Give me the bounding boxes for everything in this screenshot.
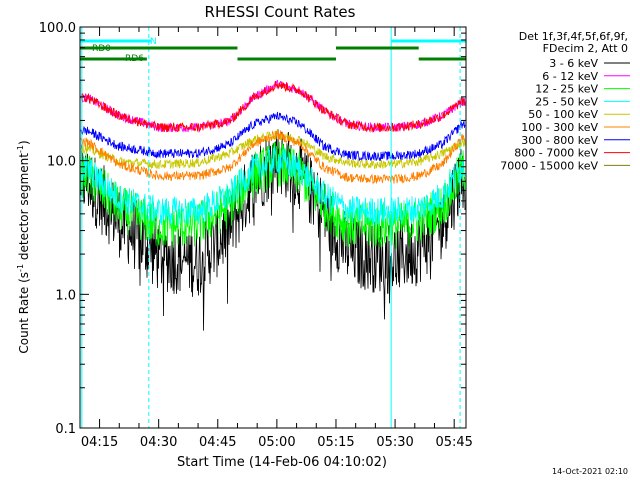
y-tick-label: 100.0 (39, 21, 76, 36)
legend: Det 1f,3f,4f,5f,6f,9f, FDecim 2, Att 0 3… (500, 30, 630, 172)
y-axis-label-exp1: -1 (16, 264, 25, 272)
axis-layer: 0.1 1.0 10.0 100.0 04:15 04:30 04:45 05:00 05:15… (39, 21, 473, 450)
x-tick-label: 04:30 (140, 435, 177, 450)
series-layer (80, 79, 466, 331)
legend-label: 50 - 100 keV (528, 108, 598, 121)
x-tick-label: 05:00 (258, 435, 295, 450)
y-axis-label-exp2: -1 (16, 145, 25, 153)
series-line (80, 129, 466, 170)
state-bar-layer: N RD0 RD6 (80, 37, 466, 64)
legend-label: 3 - 6 keV (549, 57, 598, 70)
y-axis-label: Count Rate (s-1 detector segment-1) (16, 140, 31, 353)
state-bar-label: N (150, 37, 157, 47)
y-axis-label-part3: ) (17, 140, 31, 145)
x-tick-label: 04:15 (81, 435, 118, 450)
series-line (80, 81, 466, 133)
chart-title: RHESSI Count Rates (205, 3, 356, 21)
legend-header-line-1: Det 1f,3f,4f,5f,6f,9f, (519, 30, 628, 43)
state-bar-label: RD6 (125, 54, 144, 64)
state-bar-label: RD0 (92, 44, 111, 54)
legend-header-line-2: FDecim 2, Att 0 (543, 42, 628, 55)
legend-label: 6 - 12 keV (542, 70, 598, 83)
x-axis-label: Start Time (14-Feb-06 04:10:02) (177, 455, 387, 470)
x-tick-label: 04:45 (199, 435, 236, 450)
vertical-marker-layer (81, 27, 461, 428)
series-line (80, 145, 466, 226)
y-axis-label-part1: Count Rate (s (17, 272, 31, 354)
series-line (80, 129, 466, 185)
legend-label: 12 - 25 keV (535, 83, 598, 96)
legend-label: 300 - 800 keV (521, 134, 598, 147)
x-tick-label: 05:30 (376, 435, 413, 450)
plot-frame (79, 26, 467, 429)
y-tick-label: 1.0 (55, 288, 76, 303)
legend-label: 800 - 7000 keV (514, 147, 598, 160)
footer-timestamp: 14-Oct-2021 02:10 (552, 467, 628, 476)
y-tick-label: 10.0 (47, 155, 76, 170)
series-line (80, 111, 466, 162)
y-tick-label: 0.1 (55, 422, 76, 437)
legend-label: 7000 - 15000 keV (500, 159, 598, 172)
x-tick-label: 05:15 (317, 435, 354, 450)
series-line (80, 141, 466, 250)
legend-label: 25 - 50 keV (535, 95, 598, 108)
legend-label: 100 - 300 keV (521, 121, 598, 134)
y-axis-label-part2: detector segment (17, 153, 31, 264)
x-tick-label: 05:45 (435, 435, 472, 450)
